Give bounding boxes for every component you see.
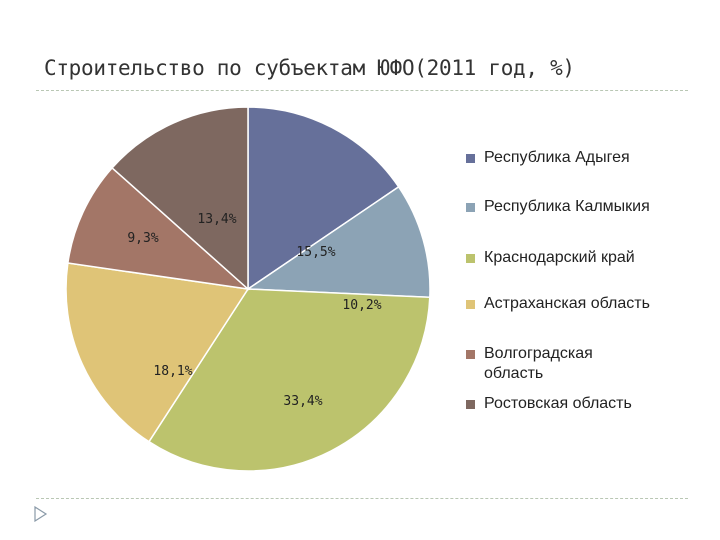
pie-data-labels: 15,5% 10,2% 33,4% 18,1% 9,3% 13,4% <box>127 212 381 409</box>
slice-rostov <box>111 106 249 291</box>
slice-adygea <box>247 106 400 291</box>
slice-volgograd <box>67 166 251 291</box>
data-label: 33,4% <box>283 394 322 409</box>
legend-label: Астраханская область <box>484 295 650 312</box>
title-divider <box>36 90 688 91</box>
legend-swatch <box>466 203 475 212</box>
slice-astrakhan <box>65 262 250 443</box>
footer-divider <box>36 498 688 499</box>
slice-kalmykia <box>245 185 431 299</box>
data-label: 13,4% <box>197 212 236 227</box>
legend-swatch <box>466 300 475 309</box>
legend-label: Ростовская область <box>484 395 632 412</box>
legend-label: Волгоградская область <box>484 345 593 382</box>
chart-title: Строительство по субъектам ЮФО(2011 год,… <box>44 56 575 80</box>
legend-label: Краснодарский край <box>484 249 635 266</box>
legend-label: Республика Калмыкия <box>484 198 650 215</box>
legend-swatch <box>466 254 475 263</box>
legend-swatch <box>466 154 475 163</box>
data-label: 18,1% <box>153 364 192 379</box>
legend-swatch <box>466 400 475 409</box>
legend-swatch <box>466 350 475 359</box>
triangle-bullet-icon <box>34 506 48 522</box>
pie-slices <box>65 106 431 472</box>
data-label: 15,5% <box>296 245 335 260</box>
legend-label: Республика Адыгея <box>484 149 630 166</box>
data-label: 10,2% <box>342 298 381 313</box>
data-label: 9,3% <box>127 231 158 246</box>
